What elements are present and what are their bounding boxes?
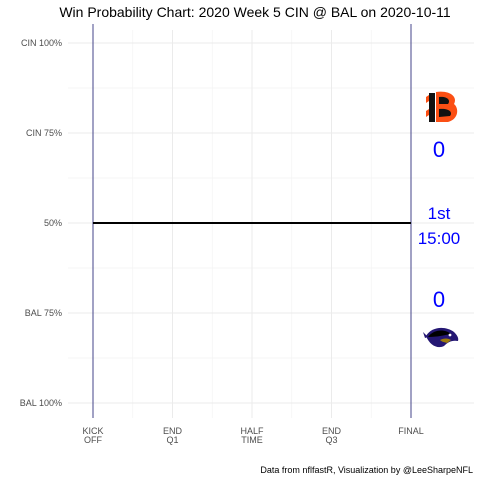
x-tick-label: HALF TIME <box>240 426 264 445</box>
ravens-logo <box>423 327 459 348</box>
x-axis: KICK OFF END Q1 HALF TIME END Q3 FINAL <box>82 426 423 445</box>
bengals-logo <box>426 91 458 122</box>
y-tick-label: BAL 100% <box>20 398 62 408</box>
x-tick-label: KICK OFF <box>82 426 103 445</box>
y-tick-label: BAL 75% <box>25 308 62 318</box>
x-tick-label: END Q1 <box>163 426 183 445</box>
y-axis: CIN 100% CIN 75% 50% BAL 75% BAL 100% <box>20 38 62 408</box>
game-quarter: 1st <box>428 204 451 223</box>
x-tick-label: FINAL <box>398 426 424 436</box>
away-score: 0 <box>433 137 445 162</box>
game-clock: 15:00 <box>418 229 461 248</box>
vertical-lines <box>92 24 412 418</box>
y-tick-label: CIN 75% <box>26 128 62 138</box>
y-tick-label: 50% <box>44 218 62 228</box>
y-tick-label: CIN 100% <box>21 38 62 48</box>
x-tick-label: END Q3 <box>322 426 342 445</box>
home-score: 0 <box>433 287 445 312</box>
chart-title: Win Probability Chart: 2020 Week 5 CIN @… <box>59 4 451 20</box>
chart-caption: Data from nflfastR, Visualization by @Le… <box>260 465 473 475</box>
